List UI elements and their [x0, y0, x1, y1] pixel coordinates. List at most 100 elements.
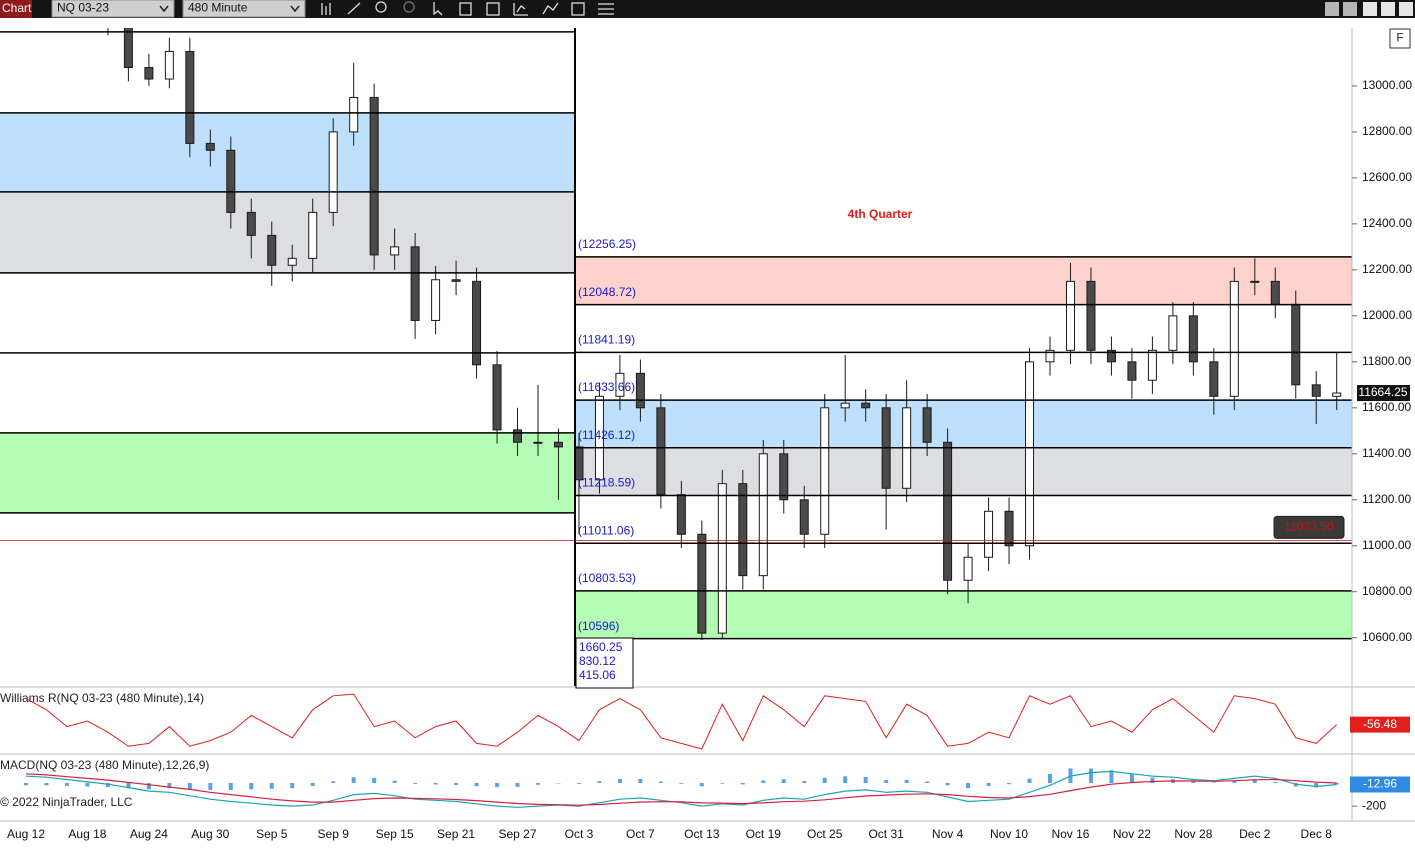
- candle-body: [267, 234, 277, 266]
- macd-histogram-bar: [187, 783, 192, 790]
- macd-label: MACD(NQ 03-23 (480 Minute),12,26,9): [0, 758, 209, 772]
- candle-body: [1127, 361, 1137, 381]
- pointer-icon[interactable]: [433, 2, 443, 16]
- macd-histogram-bar: [822, 777, 827, 784]
- strategies-icon[interactable]: [542, 2, 559, 15]
- close-button[interactable]: [1399, 2, 1413, 16]
- y-tick-label: 10600.00: [1362, 630, 1412, 644]
- instrument-label: NQ 03-23: [57, 1, 109, 15]
- bars-icon[interactable]: [321, 3, 331, 15]
- draw-icon[interactable]: [347, 2, 361, 15]
- window-button[interactable]: [1343, 2, 1357, 16]
- macd-histogram-bar: [208, 783, 213, 790]
- instrument-dropdown[interactable]: [51, 0, 175, 18]
- zone-label: (11841.19): [578, 333, 635, 347]
- zone-label: (10803.53): [578, 571, 636, 585]
- x-tick-label: Sep 15: [376, 827, 414, 841]
- chart-tab[interactable]: [0, 0, 32, 18]
- macd-histogram-bar: [1150, 777, 1155, 784]
- macd-histogram-bar: [331, 781, 336, 784]
- candle-body: [922, 407, 932, 443]
- candle-body: [553, 441, 563, 448]
- macd-histogram-bar: [638, 778, 643, 784]
- macd-histogram-bar: [1027, 778, 1032, 784]
- zoom-out-icon[interactable]: [403, 1, 415, 13]
- candle-body: [615, 372, 625, 397]
- macd-histogram-bar: [720, 783, 725, 784]
- candle-body: [533, 441, 543, 444]
- candle-body: [1004, 510, 1014, 547]
- macd-histogram-bar: [576, 783, 581, 784]
- restore-button[interactable]: [1381, 2, 1395, 16]
- x-tick-label: Sep 9: [318, 827, 350, 841]
- candle-body: [1065, 280, 1075, 351]
- x-tick-label: Oct 31: [868, 827, 904, 841]
- candle-body: [410, 246, 420, 321]
- candle-body: [513, 429, 523, 443]
- minimize-button[interactable]: [1363, 2, 1377, 16]
- candle-body: [1168, 315, 1178, 351]
- indicators-icon[interactable]: [513, 3, 528, 16]
- candle-body: [1188, 315, 1198, 363]
- templates-icon[interactable]: [486, 2, 500, 16]
- x-tick-label: Dec 2: [1239, 827, 1271, 841]
- candle-body: [205, 142, 215, 151]
- zone-label: (12256.25): [578, 237, 636, 251]
- candle-body: [963, 556, 973, 581]
- macd-histogram-bar: [597, 781, 602, 784]
- range-value: 415.06: [579, 668, 616, 682]
- candle-body: [1147, 349, 1157, 381]
- candle-body: [676, 494, 686, 535]
- x-tick-label: Nov 4: [932, 827, 964, 841]
- macd-histogram-bar: [495, 783, 500, 788]
- candle-body: [472, 280, 482, 366]
- macd-histogram-bar: [1191, 781, 1196, 784]
- candle-body: [820, 407, 830, 535]
- candle-body: [984, 510, 994, 558]
- macd-histogram-bar: [413, 783, 418, 784]
- macd-histogram-bar: [904, 779, 909, 784]
- candle-body: [431, 279, 441, 321]
- toolbar-gap: [0, 18, 1415, 27]
- candle-body: [246, 211, 256, 236]
- y-tick-label: 11200.00: [1362, 492, 1411, 506]
- zone-label: (11218.59): [578, 476, 635, 490]
- last-price-box: [1357, 385, 1410, 402]
- macd-histogram-bar: [126, 783, 131, 789]
- macd-histogram-bar: [740, 783, 745, 785]
- macd-line: [25, 773, 1337, 806]
- window-button[interactable]: [1325, 2, 1339, 16]
- x-tick-label: Sep 27: [498, 827, 536, 841]
- interval-dropdown[interactable]: [182, 0, 306, 18]
- tab-label: Chart: [2, 1, 32, 15]
- zone-label: (10596): [578, 619, 619, 633]
- macd-line: [25, 770, 1337, 808]
- x-tick-label: Nov 28: [1174, 827, 1212, 841]
- macd-value-box: [1350, 776, 1410, 793]
- candle-body: [308, 211, 318, 259]
- corner-button[interactable]: [1389, 28, 1411, 49]
- range-value: 1660.25: [579, 640, 623, 654]
- marker-box: [1273, 515, 1345, 539]
- macd-histogram-bar: [146, 783, 151, 790]
- zone-label: (12048.72): [578, 285, 636, 299]
- data-box-icon[interactable]: [571, 2, 585, 16]
- x-tick-label: Oct 19: [746, 827, 782, 841]
- macd-histogram-bar: [761, 780, 766, 784]
- macd-histogram-bar: [64, 783, 69, 786]
- zoom-in-icon[interactable]: [375, 1, 387, 13]
- zone-label: (11426.12): [578, 428, 635, 442]
- properties-icon[interactable]: [459, 2, 472, 16]
- x-tick-label: Sep 5: [256, 827, 288, 841]
- zone-label: (11633.66): [578, 380, 635, 394]
- menu-icon[interactable]: [598, 3, 614, 15]
- macd-histogram-bar: [1129, 774, 1134, 784]
- last-price-label: 11664.25: [1358, 385, 1407, 399]
- macd-histogram-bar: [167, 783, 172, 789]
- macd-histogram-bar: [781, 779, 786, 784]
- y-tick-label: 12000.00: [1362, 308, 1412, 322]
- macd-histogram-bar: [392, 780, 397, 784]
- interval-label: 480 Minute: [188, 1, 248, 15]
- candle-body: [1250, 280, 1260, 283]
